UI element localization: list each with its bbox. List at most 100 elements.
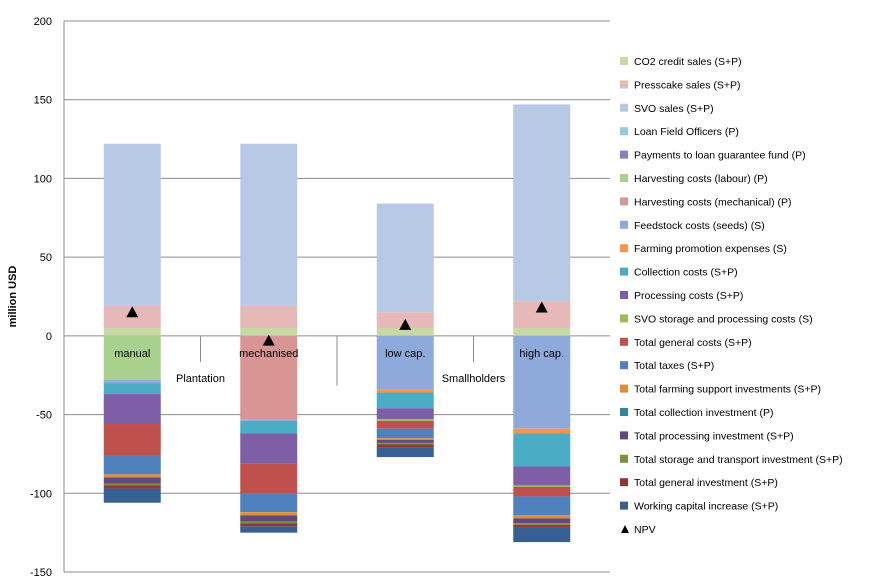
bar-segment <box>513 428 571 434</box>
bar-segment <box>376 389 434 393</box>
legend-label: Total general investment (S+P) <box>634 477 778 489</box>
bar-segment <box>513 523 571 525</box>
legend-label: SVO storage and processing costs (S) <box>634 313 813 325</box>
legend-swatch <box>620 197 628 206</box>
bar-segment <box>376 438 434 440</box>
legend-swatch <box>620 267 628 276</box>
y-tick-label: 100 <box>34 173 52 185</box>
bar-segment <box>376 447 434 458</box>
category-label: manual <box>114 348 150 360</box>
bar-segment <box>513 485 571 487</box>
bar-segment <box>240 512 298 516</box>
legend-label: Collection costs (S+P) <box>634 267 738 279</box>
legend-label: SVO sales (S+P) <box>634 103 714 115</box>
legend-label: Payments to loan guarantee fund (P) <box>634 150 806 162</box>
legend-swatch <box>620 314 628 323</box>
bar-segment <box>513 518 571 524</box>
bar-segment <box>376 327 434 336</box>
bar-segment <box>240 420 298 434</box>
legend-label: Total taxes (S+P) <box>634 360 714 372</box>
bar-segment <box>513 486 571 497</box>
bar-segment <box>103 455 161 475</box>
legend-swatch <box>620 80 628 89</box>
bar-segment <box>513 515 571 519</box>
npv-marker <box>535 301 548 313</box>
legend-label: Presscake sales (S+P) <box>634 79 741 91</box>
bar-segment <box>103 488 161 503</box>
category-label: mechanised <box>239 348 298 360</box>
bar-segment <box>240 419 298 421</box>
bar-segment <box>513 335 571 429</box>
legend-swatch <box>620 501 628 510</box>
legend-label: Total processing investment (S+P) <box>634 430 794 442</box>
legend-label: Processing costs (S+P) <box>634 290 743 302</box>
bar-segment <box>103 383 161 395</box>
bar-segment <box>376 428 434 439</box>
legend-swatch <box>620 174 628 182</box>
bar-segment <box>376 203 434 313</box>
bar-segment <box>376 442 434 445</box>
y-tick-label: 50 <box>40 252 52 264</box>
bar-segment <box>103 379 161 384</box>
npv-marker <box>126 306 139 318</box>
legend-swatch <box>620 478 628 487</box>
bar-segment <box>103 485 161 489</box>
bar-segment <box>103 394 161 425</box>
bar-segment <box>240 521 298 524</box>
y-tick-label: -50 <box>36 410 52 422</box>
npv-marker <box>262 334 275 346</box>
bar-segment <box>103 327 161 336</box>
bar-segment <box>103 424 161 456</box>
bar-segment <box>513 527 571 543</box>
bar-segment <box>376 392 434 409</box>
legend-label: Harvesting costs (mechanical) (P) <box>634 196 792 208</box>
bar-segment <box>103 483 161 486</box>
legend-swatch <box>620 454 628 463</box>
y-axis-label: million USD <box>7 266 19 328</box>
bar-segment <box>376 444 434 448</box>
legend: CO2 credit sales (S+P) Presscake sales (S… <box>620 56 843 536</box>
y-tick-label: 200 <box>34 16 52 28</box>
npv-marker <box>399 318 412 330</box>
legend-swatch <box>620 408 628 416</box>
legend-swatch <box>620 127 628 136</box>
legend-label: Harvesting costs (labour) (P) <box>634 173 768 185</box>
bar-segment <box>240 493 298 513</box>
bar-segment <box>513 496 571 516</box>
legend-swatch <box>620 103 628 112</box>
y-tick-label: -150 <box>30 567 52 577</box>
group-label: Smallholders <box>442 373 506 385</box>
legend-label: Total farming support investments (S+P) <box>634 384 821 396</box>
bar-segment <box>240 433 298 464</box>
legend-label: Total general costs (S+P) <box>634 337 752 349</box>
bar-segment <box>103 474 161 478</box>
legend-label: Working capital increase (S+P) <box>634 501 778 513</box>
legend-swatch <box>620 384 628 393</box>
legend-npv-icon <box>621 525 629 533</box>
legend-label: NPV <box>634 524 656 536</box>
legend-label: Loan Field Officers (P) <box>634 126 739 138</box>
legend-label: Total storage and transport investment (… <box>634 454 843 466</box>
bar-segment <box>513 524 571 528</box>
bar-segment <box>103 335 161 380</box>
legend-label: CO2 credit sales (S+P) <box>634 56 742 68</box>
y-tick-label: -100 <box>30 488 52 500</box>
bar-segment <box>240 526 298 533</box>
bar-segment <box>103 477 161 484</box>
legend-label: Farming promotion expenses (S) <box>634 243 787 255</box>
bar-segment <box>376 408 434 420</box>
category-label: high cap. <box>519 348 564 360</box>
legend-swatch <box>620 150 628 159</box>
bar-segment <box>240 515 298 522</box>
bar-segment <box>376 420 434 429</box>
plot-area: -150 -100 -50 0 50 100 150 200 million USD manual… <box>7 16 610 577</box>
legend-swatch <box>620 291 628 299</box>
y-tick-label: 150 <box>34 95 52 107</box>
legend-label: Total collection investment (P) <box>634 407 773 419</box>
bar-segment <box>240 335 298 420</box>
bar-segment <box>240 143 298 306</box>
bar-segment <box>376 419 434 421</box>
legend-label: Feedstock costs (seeds) (S) <box>634 220 765 232</box>
legend-swatch <box>620 57 628 65</box>
